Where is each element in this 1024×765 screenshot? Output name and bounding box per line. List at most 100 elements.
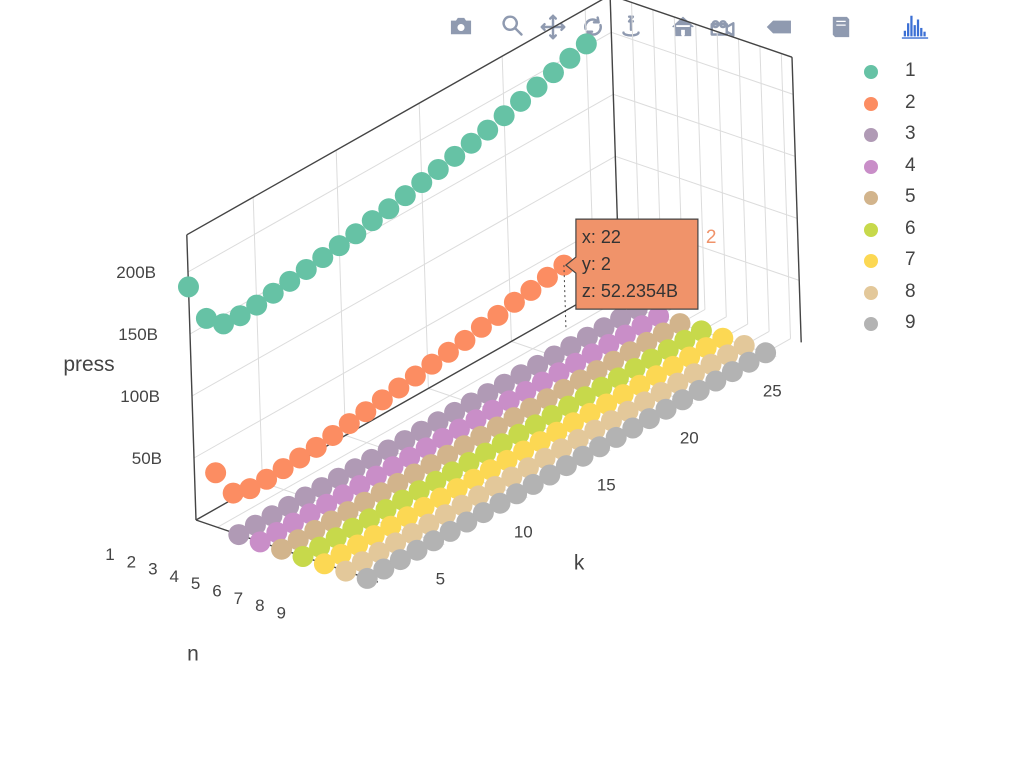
marker-point[interactable] (520, 397, 542, 419)
marker-point[interactable] (624, 358, 646, 379)
marker-point[interactable] (344, 458, 366, 480)
marker-point[interactable] (598, 334, 620, 355)
legend-item-1[interactable]: 1 (860, 58, 1000, 90)
marker-point[interactable] (322, 424, 344, 446)
marker-point[interactable] (712, 327, 734, 349)
marker-point[interactable] (517, 457, 539, 479)
marker-point[interactable] (553, 378, 575, 400)
marker-point[interactable] (526, 76, 548, 98)
marker-point[interactable] (413, 496, 435, 518)
marker-point[interactable] (506, 483, 528, 505)
marker-point[interactable] (354, 491, 376, 513)
marker-point[interactable] (641, 348, 663, 370)
marker-point[interactable] (657, 339, 679, 361)
marker-point[interactable] (486, 416, 508, 438)
marker-point[interactable] (358, 508, 380, 530)
marker-point[interactable] (607, 367, 629, 389)
marker-point[interactable] (205, 462, 227, 484)
marker-point[interactable] (370, 482, 392, 504)
marker-point[interactable] (304, 519, 326, 541)
marker-point[interactable] (636, 331, 658, 353)
marker-point[interactable] (705, 370, 727, 392)
marker-point[interactable] (406, 539, 428, 561)
marker-point[interactable] (733, 335, 755, 356)
marker-point[interactable] (572, 445, 594, 467)
legend-item-8[interactable]: 8 (860, 279, 1000, 311)
series-6[interactable] (292, 320, 712, 567)
marker-point[interactable] (380, 515, 402, 537)
marker-point[interactable] (338, 413, 360, 435)
marker-point[interactable] (437, 444, 459, 466)
marker-point[interactable] (603, 350, 625, 372)
marker-point[interactable] (394, 185, 416, 207)
legend-item-9[interactable]: 9 (860, 310, 1000, 342)
legend-item-3[interactable]: 3 (860, 121, 1000, 153)
marker-point[interactable] (555, 455, 577, 477)
marker-point[interactable] (522, 473, 544, 495)
marker-point[interactable] (551, 438, 573, 460)
orbit-rotation-icon[interactable] (578, 12, 608, 42)
marker-point[interactable] (463, 468, 485, 490)
marker-point[interactable] (470, 425, 492, 447)
markers[interactable] (177, 33, 777, 589)
series-5[interactable] (271, 313, 691, 560)
marker-point[interactable] (287, 529, 309, 551)
marker-point[interactable] (347, 534, 369, 556)
marker-point[interactable] (579, 402, 601, 424)
marker-point[interactable] (399, 446, 421, 468)
marker-point[interactable] (295, 258, 317, 280)
marker-point[interactable] (567, 429, 589, 450)
marker-point[interactable] (266, 522, 288, 543)
marker-point[interactable] (513, 440, 535, 462)
marker-point[interactable] (650, 382, 672, 403)
marker-point[interactable] (430, 487, 452, 509)
marker-point[interactable] (377, 439, 399, 461)
marker-point[interactable] (356, 567, 378, 589)
marker-point[interactable] (229, 305, 251, 327)
marker-point[interactable] (256, 468, 278, 490)
marker-point[interactable] (441, 461, 463, 483)
marker-point[interactable] (634, 391, 656, 413)
marker-point[interactable] (629, 374, 651, 396)
legend-item-7[interactable]: 7 (860, 247, 1000, 279)
marker-point[interactable] (468, 485, 490, 507)
marker-point[interactable] (394, 430, 416, 452)
marker-point[interactable] (600, 410, 622, 432)
marker-point[interactable] (560, 336, 582, 358)
marker-point[interactable] (316, 493, 338, 515)
marker-point[interactable] (335, 560, 357, 582)
marker-point[interactable] (489, 492, 511, 514)
marker-point[interactable] (721, 361, 743, 383)
marker-point[interactable] (363, 525, 385, 547)
marker-point[interactable] (548, 362, 570, 384)
marker-point[interactable] (645, 365, 667, 387)
marker-point[interactable] (534, 447, 556, 469)
marker-point[interactable] (349, 475, 371, 496)
marker-point[interactable] (451, 494, 473, 516)
marker-point[interactable] (493, 105, 515, 127)
marker-point[interactable] (543, 345, 565, 367)
marker-point[interactable] (246, 294, 268, 316)
marker-point[interactable] (652, 322, 674, 344)
marker-point[interactable] (695, 337, 717, 359)
marker-point[interactable] (212, 313, 234, 335)
marker-point[interactable] (584, 419, 606, 441)
marker-point[interactable] (421, 353, 443, 375)
marker-point[interactable] (683, 363, 705, 385)
marker-point[interactable] (610, 307, 632, 329)
marker-point[interactable] (411, 172, 433, 194)
marker-point[interactable] (448, 418, 470, 440)
marker-point[interactable] (375, 499, 397, 520)
marker-point[interactable] (679, 346, 701, 368)
marker-point[interactable] (312, 247, 334, 269)
marker-point[interactable] (487, 304, 509, 326)
marker-point[interactable] (368, 541, 390, 563)
marker-point[interactable] (361, 448, 383, 470)
marker-point[interactable] (638, 408, 660, 430)
marker-point[interactable] (655, 398, 677, 420)
marker-point[interactable] (382, 456, 404, 478)
marker-point[interactable] (622, 417, 644, 439)
series-2[interactable] (205, 254, 575, 504)
marker-point[interactable] (282, 512, 304, 534)
